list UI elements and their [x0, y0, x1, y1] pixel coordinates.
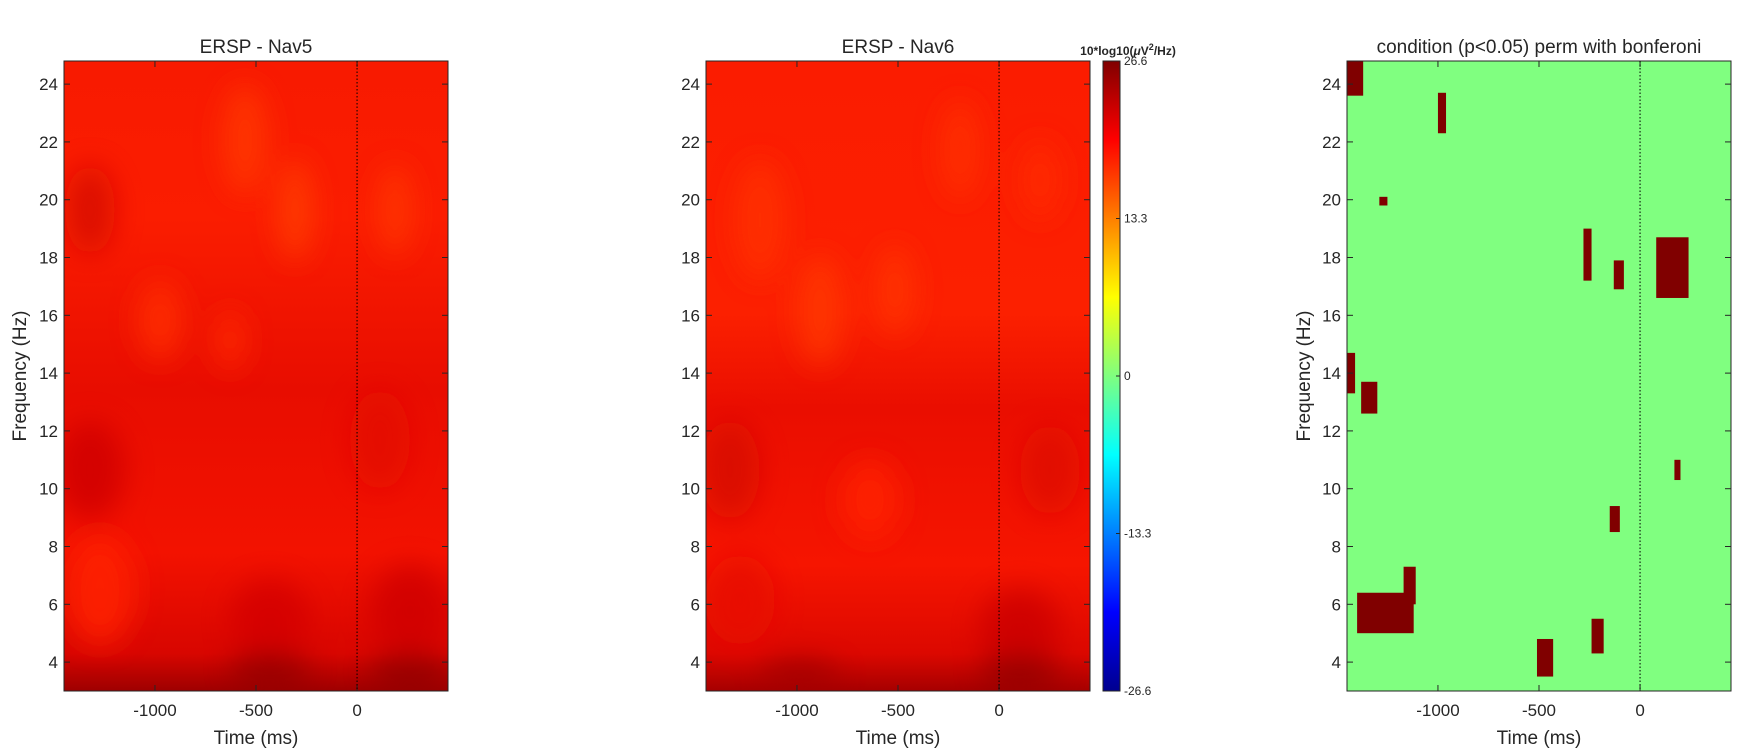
- significant-cluster: [1437, 92, 1447, 134]
- significant-cluster: [1403, 566, 1416, 605]
- y-tick-label: 14: [1322, 364, 1341, 383]
- y-tick-label: 6: [691, 595, 700, 614]
- y-tick-label: 22: [681, 133, 700, 152]
- y-tick-label: 18: [1322, 249, 1341, 268]
- colorbar-tick-label: -13.3: [1124, 527, 1152, 541]
- y-tick-label: 12: [39, 422, 58, 441]
- y-tick-label: 8: [1332, 538, 1341, 557]
- y-tick-label: 10: [681, 480, 700, 499]
- colorbar-tick-label: 13.3: [1124, 212, 1148, 226]
- y-tick-label: 16: [1322, 306, 1341, 325]
- ersp-nav6-heatmap: [706, 61, 1090, 691]
- significant-cluster: [1591, 618, 1604, 654]
- y-tick-label: 22: [1322, 133, 1341, 152]
- y-tick-label: 8: [49, 538, 58, 557]
- y-tick-label: 4: [1332, 653, 1341, 672]
- x-tick-label: 0: [352, 701, 361, 720]
- y-tick-label: 6: [49, 595, 58, 614]
- y-tick-label: 22: [39, 133, 58, 152]
- ersp-nav6-panel: -1000 -500 0 4 6 8 10 12 14 16 18 20 22 24 ERSP - Nav…: [681, 37, 1091, 749]
- y-tick-label: 16: [681, 306, 700, 325]
- colorbar-label: 10*log10(μV2/Hz): [1080, 42, 1176, 58]
- y-tick-label: 10: [39, 480, 58, 499]
- y-tick-label: 4: [49, 653, 58, 672]
- ersp-nav5-title: ERSP - Nav5: [200, 37, 313, 58]
- y-tick-label: 18: [39, 249, 58, 268]
- y-tick-label: 24: [1322, 75, 1341, 94]
- y-tick-label: 4: [691, 653, 700, 672]
- colorbar: 10*log10(μV2/Hz) 26.6 13.3 0 -13.3 -26.6: [1080, 42, 1176, 698]
- colorbar-tick-label: 0: [1124, 369, 1131, 383]
- x-tick-label: 0: [994, 701, 1003, 720]
- significant-cluster: [1536, 638, 1554, 677]
- ersp-nav5-xlabel: Time (ms): [214, 728, 299, 749]
- significant-cluster: [1379, 196, 1388, 206]
- ersp-nav6-title: ERSP - Nav6: [842, 37, 955, 58]
- significance-title: condition (p<0.05) perm with bonferoni: [1377, 37, 1702, 58]
- x-tick-label: -500: [881, 701, 915, 720]
- ersp-nav5-panel: -1000 -500 0 4 6 8 10 12 14 16 18 20 22 24 ERSP - Nav…: [10, 37, 449, 749]
- significant-cluster: [1609, 506, 1620, 533]
- y-tick-label: 20: [1322, 191, 1341, 210]
- x-tick-label: -1000: [133, 701, 176, 720]
- y-tick-label: 24: [39, 75, 58, 94]
- significance-axes: -1000 -500 0 4 6 8 10 12 14 16 18 20 22 24: [1322, 61, 1731, 720]
- x-tick-label: -500: [239, 701, 273, 720]
- y-tick-label: 18: [681, 249, 700, 268]
- significant-cluster: [1656, 237, 1689, 298]
- significance-panel: -1000 -500 0 4 6 8 10 12 14 16 18 20 22 24 condition …: [1294, 37, 1732, 749]
- colorbar-tick-label: -26.6: [1124, 684, 1152, 698]
- significant-cluster: [1674, 459, 1681, 481]
- y-tick-label: 12: [1322, 422, 1341, 441]
- ersp-nav5-heatmap: [64, 61, 448, 691]
- x-tick-label: -500: [1522, 701, 1556, 720]
- ersp-nav6-xlabel: Time (ms): [856, 728, 941, 749]
- x-tick-label: -1000: [1416, 701, 1459, 720]
- significant-cluster: [1361, 381, 1378, 414]
- colorbar-ticks: 26.6 13.3 0 -13.3 -26.6: [1116, 54, 1152, 698]
- y-tick-label: 14: [681, 364, 700, 383]
- significance-xlabel: Time (ms): [1497, 728, 1582, 749]
- significant-cluster: [1613, 260, 1624, 290]
- y-tick-label: 16: [39, 306, 58, 325]
- y-tick-label: 24: [681, 75, 700, 94]
- y-tick-label: 20: [681, 191, 700, 210]
- ersp-nav5-axes: -1000 -500 0 4 6 8 10 12 14 16 18 20 22 24: [39, 61, 448, 720]
- y-tick-label: 10: [1322, 480, 1341, 499]
- y-tick-label: 14: [39, 364, 58, 383]
- x-tick-label: -1000: [775, 701, 818, 720]
- x-tick-label: 0: [1635, 701, 1644, 720]
- significant-cluster: [1347, 61, 1364, 96]
- ersp-nav6-axes: -1000 -500 0 4 6 8 10 12 14 16 18 20 22 24: [681, 61, 1090, 720]
- colorbar-tick-label: 26.6: [1124, 54, 1148, 68]
- ersp-nav5-ylabel: Frequency (Hz): [10, 311, 31, 442]
- significant-cluster: [1583, 228, 1592, 281]
- y-tick-label: 6: [1332, 595, 1341, 614]
- y-tick-label: 12: [681, 422, 700, 441]
- y-tick-label: 20: [39, 191, 58, 210]
- significance-ylabel: Frequency (Hz): [1294, 311, 1315, 442]
- y-tick-label: 8: [691, 538, 700, 557]
